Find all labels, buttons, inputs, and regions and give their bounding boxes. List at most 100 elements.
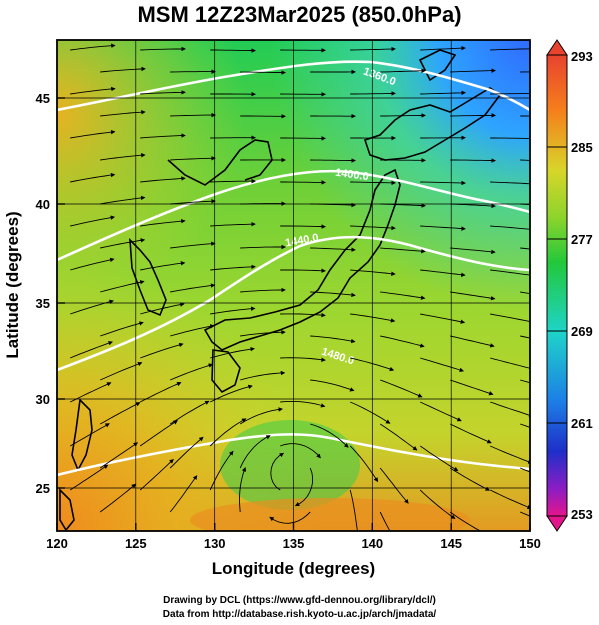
streamline-arrow	[490, 401, 530, 418]
streamline-arrow	[450, 68, 496, 73]
streamline-arrow	[379, 511, 391, 531]
streamline-arrow	[280, 357, 326, 362]
streamline-arrow	[70, 86, 116, 95]
streamline-arrow	[270, 452, 285, 491]
y-axis: 45 40 35 30 25 Latitude (degrees)	[3, 91, 65, 496]
streamline-arrow	[139, 420, 178, 447]
streamline-arrow	[140, 342, 184, 359]
streamline-arrow	[490, 181, 530, 185]
streamline-arrow	[380, 247, 426, 254]
grid-lines	[57, 40, 530, 531]
streamline-arrow	[450, 247, 496, 255]
x-axis-title: Longitude (degrees)	[212, 559, 375, 578]
streamline-arrow	[140, 261, 186, 271]
streamline-arrow	[240, 244, 286, 250]
colorbar-top-triangle	[546, 39, 568, 56]
streamline-arrow	[70, 215, 116, 227]
y-tick-label: 25	[36, 481, 50, 496]
y-tick-label: 45	[36, 91, 50, 106]
streamline-arrow	[520, 379, 530, 384]
streamline-arrow	[140, 176, 186, 183]
streamline-arrow	[139, 458, 174, 491]
streamline-arrow	[140, 90, 186, 95]
streamline-arrow	[420, 269, 466, 277]
streamline-arrow	[520, 115, 530, 117]
colorbar-label: 261	[571, 416, 593, 431]
streamline-arrow	[70, 257, 115, 271]
height-contours	[57, 60, 530, 477]
colorbar-bottom-triangle	[546, 515, 568, 532]
y-tick-label: 30	[36, 392, 50, 407]
x-tick-label: 150	[519, 536, 541, 551]
streamline-arrow	[450, 158, 496, 163]
streamline-arrow	[139, 382, 182, 403]
streamline-arrow	[350, 91, 396, 96]
streamline-arrow	[170, 156, 216, 161]
streamline-arrow	[269, 511, 311, 524]
y-tick-label: 35	[36, 296, 50, 311]
streamline-arrow	[350, 225, 396, 231]
x-tick-label: 140	[361, 536, 383, 551]
streamline-arrow	[420, 313, 466, 324]
colorbar-label: 285	[571, 140, 593, 155]
streamline-arrow	[310, 335, 356, 344]
colorbar-label: 293	[571, 49, 593, 64]
streamline-arrow	[449, 467, 490, 491]
streamline-arrow	[420, 180, 466, 186]
streamline-arrow	[240, 70, 286, 75]
streamline-arrow	[100, 109, 146, 117]
streamline-arrow	[140, 133, 186, 139]
streamline-arrow	[280, 400, 326, 408]
streamline-arrow	[520, 291, 530, 295]
streamline-arrow	[520, 203, 530, 206]
streamline-arrow	[70, 43, 116, 51]
streamline-arrow	[210, 221, 256, 227]
streamline-arrow	[350, 180, 396, 186]
streamline-arrow	[170, 363, 214, 381]
streamline-arrow	[100, 152, 146, 161]
streamline-arrow	[240, 287, 286, 293]
streamline-arrow	[520, 335, 530, 339]
streamline-arrow	[209, 450, 234, 491]
x-tick-label: 120	[46, 536, 68, 551]
streamline-arrow	[70, 341, 113, 359]
streamline-arrow	[210, 178, 256, 184]
streamline-arrow	[100, 280, 145, 293]
streamline-arrow	[310, 247, 356, 252]
streamline-arrow	[169, 436, 204, 469]
streamline-arrow	[420, 225, 466, 231]
y-axis-title: Latitude (degrees)	[3, 211, 22, 358]
streamline-arrow	[350, 46, 396, 52]
streamline-arrow	[69, 423, 110, 447]
streamline-arrow	[350, 401, 391, 424]
temperature-field: 1360.0 1400.0 1440.0 1480.0	[57, 40, 530, 531]
streamline-arrow	[449, 511, 482, 531]
streamline-arrow	[210, 264, 256, 271]
streamline-arrow	[99, 402, 141, 425]
streamline-arrow	[210, 48, 256, 53]
streamline-arrow	[349, 489, 360, 531]
streamline-arrow	[170, 241, 216, 249]
streamline-arrow	[169, 475, 198, 513]
contour-label: 1400.0	[334, 167, 369, 184]
x-tick-label: 135	[283, 536, 305, 551]
colorbar-label: 277	[571, 232, 593, 247]
streamline-arrow	[490, 269, 530, 276]
streamline-arrow	[100, 66, 146, 73]
x-tick-label: 125	[125, 536, 147, 551]
streamline-arrow	[380, 379, 423, 398]
streamline-arrow	[240, 370, 286, 381]
streamline-arrow	[100, 195, 146, 205]
streamline-arrow	[420, 357, 465, 373]
streamline-arrow	[379, 423, 418, 451]
streamline-arrow	[100, 238, 146, 249]
plot-title: MSM 12Z23Mar2025 (850.0hPa)	[137, 2, 462, 27]
streamline-arrow	[99, 442, 139, 469]
streamline-arrow	[490, 48, 530, 51]
streamline-arrow	[170, 112, 216, 118]
streamline-arrow	[280, 224, 326, 229]
streamline-arrow	[520, 511, 530, 517]
streamline-arrow	[520, 423, 530, 428]
colorbar-label: 253	[571, 507, 593, 522]
